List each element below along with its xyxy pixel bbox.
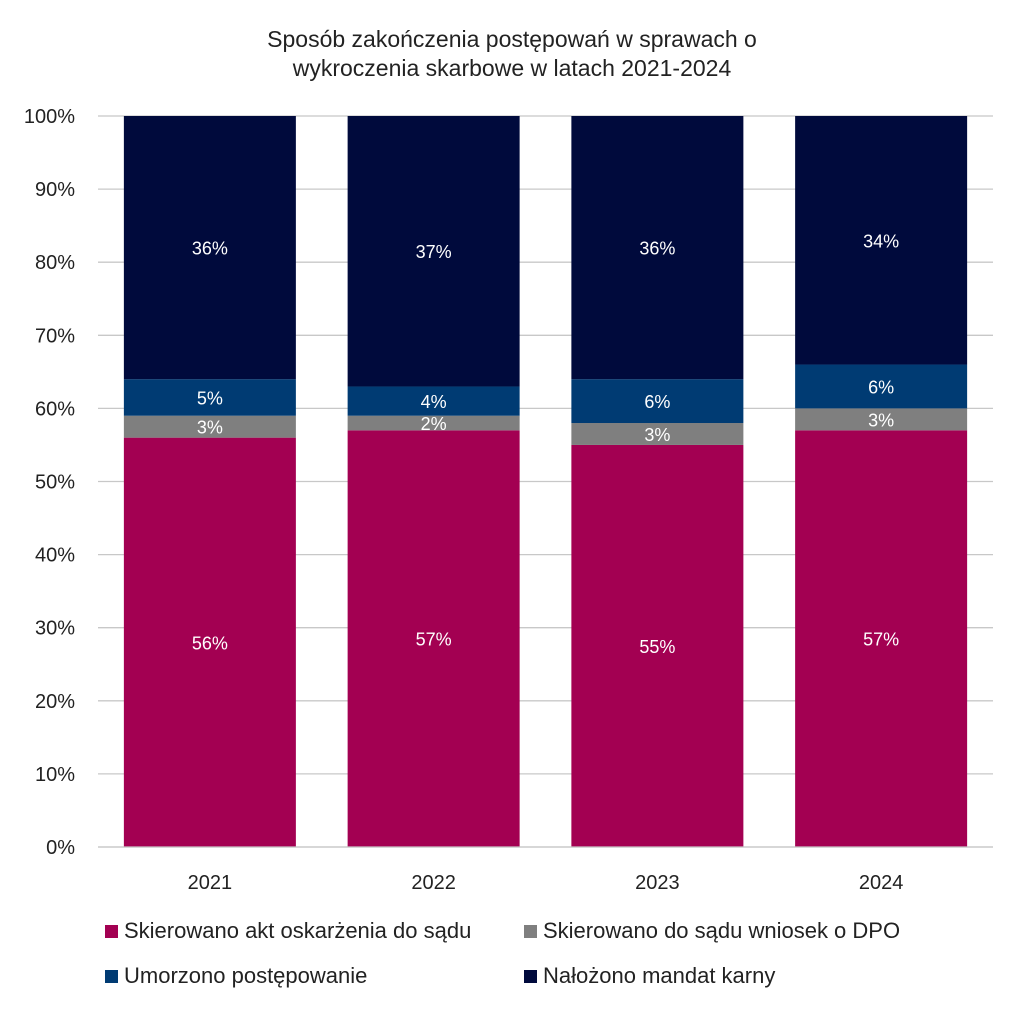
bar-segment [123,116,296,380]
y-tick-label: 20% [35,691,75,713]
x-tick-label: 2022 [411,872,456,894]
legend-label: Nałożono mandat karny [543,963,775,988]
data-label: 37% [416,242,452,262]
legend-item: Umorzono postępowanie [105,963,367,988]
bar-segment [123,415,296,438]
data-label: 4% [421,392,447,412]
y-tick-label: 60% [35,398,75,420]
legend-swatch [524,925,537,938]
data-label: 2% [421,414,447,434]
bar-segment [123,437,296,847]
data-label: 6% [868,377,894,397]
data-label: 3% [197,418,223,438]
x-tick-label: 2024 [859,872,904,894]
x-axis: 2021 2022 2023 2024 [98,846,993,894]
data-label: 55% [639,637,675,657]
data-label: 57% [416,630,452,650]
data-label: 5% [197,388,223,408]
data-label: 6% [644,392,670,412]
legend-item: Skierowano do sądu wniosek o DPO [524,918,900,943]
y-tick-label: 80% [35,252,75,274]
bar-segment [571,423,744,445]
data-label: 36% [639,239,675,259]
y-tick-label: 40% [35,545,75,567]
legend-swatch [524,970,537,983]
data-label: 57% [863,630,899,650]
y-tick-label: 10% [35,764,75,786]
x-tick-label: 2023 [635,872,680,894]
bar-segment [795,364,968,409]
bar-segment [571,116,744,380]
legend-label: Skierowano do sądu wniosek o DPO [543,918,900,943]
y-axis: 0% 10% 20% 30% 40% 50% 60% 70% 80% 90% 100% [24,106,75,859]
bar-segment [123,379,296,416]
y-tick-label: 0% [46,837,75,859]
legend-swatch [105,970,118,983]
bar-segment [571,444,744,847]
bar-segment [795,430,968,847]
bar-segment [795,408,968,431]
legend-label: Skierowano akt oskarżenia do sądu [124,918,471,943]
x-tick-label: 2021 [188,872,233,894]
data-label: 36% [192,239,228,259]
bar-segment [571,379,744,424]
y-tick-label: 70% [35,325,75,347]
chart-title: Sposób zakończenia postępowań w sprawach… [267,26,757,81]
y-tick-label: 50% [35,472,75,494]
legend: Skierowano akt oskarżenia do sądu Skierow… [105,918,900,988]
bar-segment [347,386,520,416]
y-tick-label: 100% [24,106,75,128]
data-label: 56% [192,633,228,653]
legend-item: Skierowano akt oskarżenia do sądu [105,918,471,943]
bar-segment [347,116,520,387]
data-label: 34% [863,231,899,251]
bars: 56% 3% 5% 36% 57% 2%4% 37% 55% 3% 6% 36% 57% 3% 6% 34% [123,116,968,847]
y-tick-label: 30% [35,618,75,640]
y-tick-label: 90% [35,179,75,201]
legend-swatch [105,925,118,938]
legend-item: Nałożono mandat karny [524,963,775,988]
data-label: 3% [868,410,894,430]
bar-segment [347,415,520,431]
chart-title-line: Sposób zakończenia postępowań w sprawach… [267,26,757,52]
data-label: 3% [644,425,670,445]
legend-label: Umorzono postępowanie [124,963,367,988]
chart-title-line: wykroczenia skarbowe w latach 2021-2024 [292,55,732,81]
bar-segment [347,430,520,847]
bar-segment [795,116,968,365]
